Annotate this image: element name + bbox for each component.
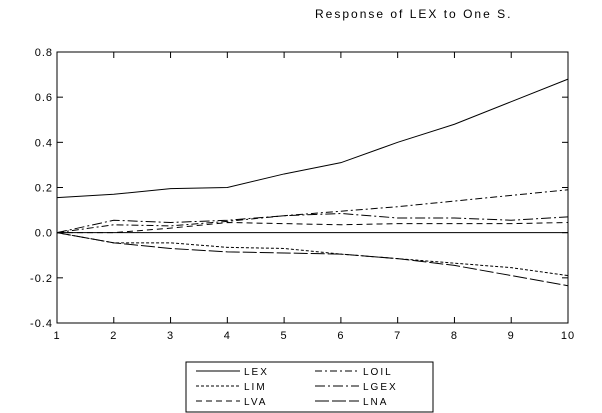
x-tick-label: 10 [561, 330, 575, 342]
y-axis: -0.4 -0.2 0.0 0.2 0.4 0.6 0.8 [30, 47, 568, 330]
x-tick-label: 1 [53, 330, 60, 342]
x-tick-label: 9 [508, 330, 515, 342]
series-line-lva [57, 222, 569, 234]
y-tick-label: 0.0 [35, 228, 53, 240]
y-tick-label: -0.2 [30, 273, 53, 285]
x-tick-label: 5 [281, 330, 288, 342]
series-line-lgex [56, 212, 569, 234]
y-tick-label: 0.4 [35, 137, 53, 149]
x-tick-label: 8 [451, 330, 458, 342]
x-tick-label: 7 [394, 330, 401, 342]
series-lines [56, 78, 569, 287]
legend: LEX LOIL LIM LGEX LVA LNA [185, 361, 434, 413]
series-line-lex [56, 78, 569, 199]
legend-label-lex: LEX [244, 367, 269, 378]
y-tick-label: 0.6 [35, 92, 53, 104]
plot-border [56, 51, 569, 324]
x-tick-label: 6 [337, 330, 344, 342]
x-tick-label: 3 [167, 330, 174, 342]
y-tick-label: -0.4 [30, 318, 53, 330]
legend-label-lva: LVA [244, 397, 267, 408]
y-tick-label: 0.2 [35, 183, 53, 195]
chart-title: Response of LEX to One S. [315, 7, 512, 21]
legend-box [185, 361, 434, 413]
series-line-lna [56, 232, 569, 287]
x-tick-label: 2 [110, 330, 117, 342]
x-axis: 1 2 3 4 5 6 7 8 9 10 [53, 52, 575, 342]
x-tick-label: 4 [224, 330, 231, 342]
plot-frame [56, 51, 569, 324]
legend-label-loil: LOIL [363, 367, 393, 378]
legend-label-lim: LIM [244, 382, 267, 393]
legend-label-lgex: LGEX [363, 382, 398, 393]
series-line-lim [56, 232, 569, 277]
series-line-loil [56, 189, 569, 234]
y-tick-label: 0.8 [35, 47, 53, 59]
legend-label-lna: LNA [363, 397, 388, 408]
